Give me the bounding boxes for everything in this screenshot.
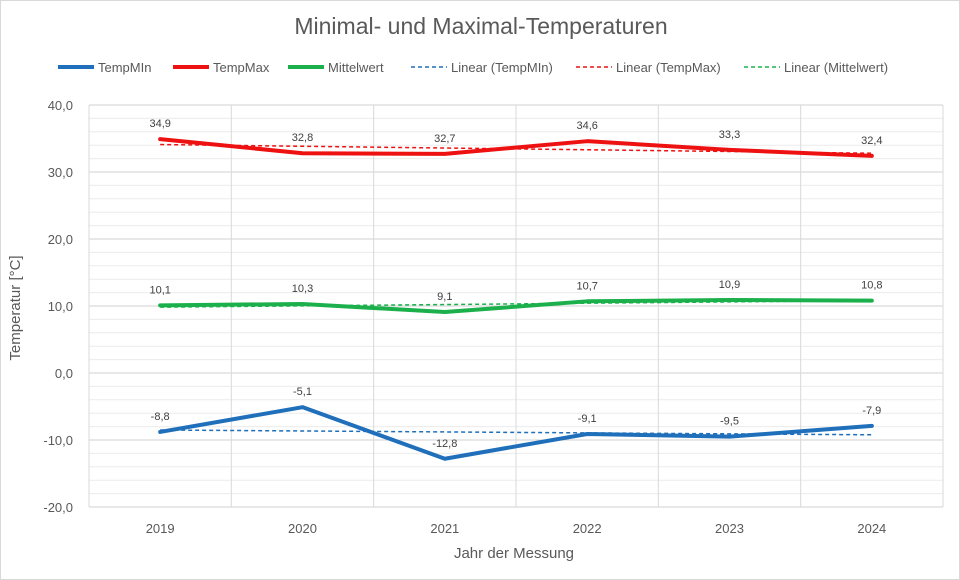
legend-label: TempMax	[213, 60, 270, 75]
y-axis-title: Temperatur [°C]	[7, 255, 24, 360]
x-tick-label: 2019	[146, 521, 175, 536]
data-label: 34,6	[576, 120, 597, 132]
x-tick-label: 2024	[857, 521, 886, 536]
data-label: 10,9	[719, 279, 740, 291]
x-axis-ticks: 2019 2020 2021 2022 2023 2024	[146, 521, 887, 536]
series-line-mittelwert	[158, 297, 874, 315]
data-label: 10,7	[576, 280, 597, 292]
chart-title: Minimal- und Maximal-Temperaturen	[294, 13, 667, 39]
legend-label: Mittelwert	[328, 60, 384, 75]
legend-label: Linear (TempMIn)	[451, 60, 553, 75]
legend-item: Linear (TempMax)	[576, 60, 721, 75]
legend-item: TempMax	[173, 60, 270, 75]
y-tick-label: -20,0	[43, 500, 73, 515]
legend-item: Linear (TempMIn)	[411, 60, 553, 75]
series-line-tempmin	[158, 405, 874, 461]
data-label: 32,8	[292, 132, 313, 144]
data-label: -7,9	[862, 405, 881, 417]
legend-label: Linear (TempMax)	[616, 60, 721, 75]
data-label: -5,1	[293, 386, 312, 398]
data-label: -8,8	[151, 411, 170, 423]
y-tick-label: 30,0	[48, 165, 73, 180]
data-label: -9,5	[720, 416, 739, 428]
data-label: 9,1	[437, 291, 452, 303]
data-label: 34,9	[149, 118, 170, 130]
data-label: 10,1	[149, 284, 170, 296]
y-tick-label: 0,0	[55, 366, 73, 381]
legend-item: TempMIn	[58, 60, 151, 75]
y-tick-label: 10,0	[48, 299, 73, 314]
x-tick-label: 2020	[288, 521, 317, 536]
data-labels: -8,8 -5,1 -12,8 -9,1 -9,5 -7,9 34,9 32,8 32,7 34,…	[149, 118, 882, 450]
data-label: 33,3	[719, 129, 740, 141]
legend-label: Linear (Mittelwert)	[784, 60, 888, 75]
data-label: -12,8	[432, 438, 457, 450]
y-axis-ticks: -20,0 -10,0 0,0 10,0 20,0 30,0 40,0	[43, 98, 73, 515]
legend: TempMIn TempMax Mittelwert Linear (TempMIn)…	[58, 60, 888, 75]
legend-item: Mittelwert	[288, 60, 384, 75]
legend-item: Linear (Mittelwert)	[744, 60, 888, 75]
data-label: 10,3	[292, 283, 313, 295]
data-label: 32,7	[434, 133, 455, 145]
x-tick-label: 2023	[715, 521, 744, 536]
data-label: 10,8	[861, 280, 882, 292]
legend-label: TempMIn	[98, 60, 151, 75]
data-label: 32,4	[861, 135, 882, 147]
y-tick-label: -10,0	[43, 433, 73, 448]
series-lines	[158, 137, 874, 461]
y-tick-label: 20,0	[48, 232, 73, 247]
series-line-tempmax	[158, 137, 874, 158]
gridlines	[88, 104, 944, 508]
y-tick-label: 40,0	[48, 98, 73, 113]
x-tick-label: 2022	[573, 521, 602, 536]
x-tick-label: 2021	[430, 521, 459, 536]
x-axis-title: Jahr der Messung	[454, 545, 574, 562]
data-label: -9,1	[578, 413, 597, 425]
